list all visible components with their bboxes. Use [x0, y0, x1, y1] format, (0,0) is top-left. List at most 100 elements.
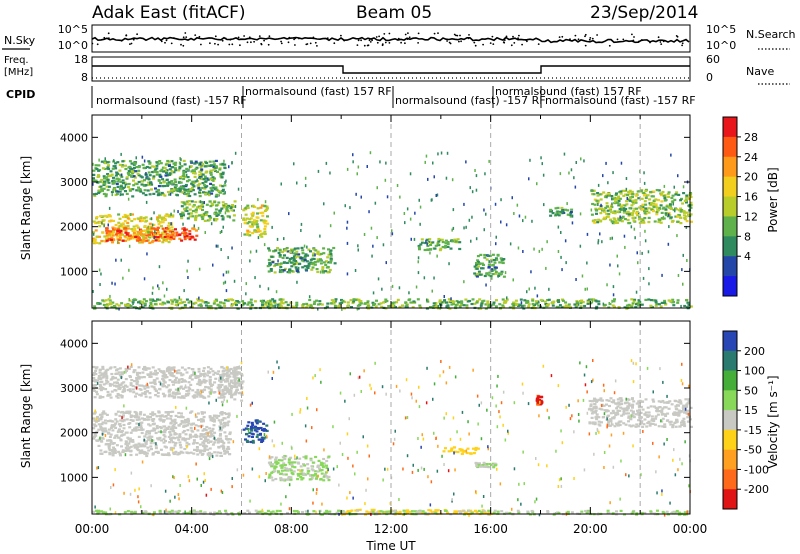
data-cell	[146, 446, 150, 449]
data-cell	[685, 220, 689, 223]
data-cell	[296, 468, 300, 472]
scatter-echo	[597, 239, 600, 243]
data-cell	[593, 221, 597, 224]
data-cell	[167, 227, 171, 230]
data-cell	[206, 178, 210, 181]
noise-dot	[384, 41, 387, 44]
scatter-echo	[677, 174, 679, 178]
data-cell	[165, 214, 169, 218]
data-cell	[272, 250, 276, 253]
data-cell	[259, 426, 263, 430]
frequency-panel: Freq. [MHz] 18 8 60 0 Nave	[4, 53, 790, 85]
data-cell	[419, 243, 423, 246]
scatter-echo	[158, 287, 160, 291]
data-cell	[537, 401, 541, 404]
scatter-echo	[528, 177, 530, 181]
power-time-ticks	[91, 115, 691, 308]
data-cell	[440, 301, 444, 304]
scatter-echo	[303, 244, 306, 248]
data-cell	[686, 420, 690, 423]
data-cell	[121, 160, 125, 163]
data-cell	[129, 414, 133, 417]
data-cell	[118, 367, 122, 370]
data-cell	[165, 239, 168, 242]
scatter-echo	[475, 174, 478, 178]
data-cell	[113, 384, 116, 387]
noise-right-tick-low: 10^0	[706, 39, 736, 52]
data-cell	[195, 442, 199, 445]
scatter-echo	[480, 304, 482, 308]
data-cell	[129, 453, 133, 457]
data-cell	[110, 425, 114, 429]
data-cell	[111, 167, 115, 170]
data-cell	[143, 452, 147, 455]
scatter-echo	[354, 269, 357, 272]
scatter-echo	[635, 290, 638, 294]
station-title: Adak East (fitACF)	[92, 3, 246, 23]
data-cell	[121, 420, 125, 423]
data-cell	[679, 400, 683, 403]
data-cell	[338, 302, 342, 305]
data-cell	[174, 184, 178, 187]
data-cell	[132, 175, 136, 178]
data-cell	[197, 380, 201, 383]
data-cell	[268, 304, 272, 307]
data-cell	[157, 192, 161, 195]
data-cell	[640, 303, 644, 306]
data-cell	[174, 433, 178, 436]
data-cell	[263, 205, 267, 208]
data-cell	[605, 215, 609, 218]
scatter-echo	[254, 276, 256, 280]
scatter-echo	[682, 282, 684, 286]
data-cell	[555, 213, 558, 216]
data-cell	[119, 224, 123, 227]
data-cell	[498, 303, 502, 306]
data-cell	[167, 181, 171, 184]
data-cell	[97, 444, 101, 447]
data-cell	[632, 219, 636, 222]
scatter-echo	[344, 204, 346, 208]
noise-dot	[103, 36, 106, 39]
data-cell	[366, 303, 370, 306]
scatter-echo	[188, 165, 191, 169]
data-cell	[664, 214, 668, 217]
data-cell	[638, 401, 641, 404]
data-cell	[200, 213, 204, 216]
data-cell	[142, 229, 146, 232]
scatter-echo	[433, 276, 435, 280]
data-cell	[174, 376, 178, 379]
data-cell	[110, 306, 114, 309]
data-cell	[220, 207, 224, 210]
scatter-echo	[565, 261, 567, 265]
data-cell	[172, 162, 176, 165]
data-cell	[108, 384, 112, 387]
data-cell	[284, 249, 288, 252]
data-cell	[164, 415, 168, 418]
scatter-echo	[229, 215, 231, 219]
data-cell	[137, 169, 141, 172]
data-cell	[634, 194, 638, 197]
data-cell	[502, 275, 506, 278]
data-cell	[625, 409, 629, 412]
data-cell	[202, 191, 205, 194]
noise-dot	[333, 42, 336, 45]
data-cell	[689, 305, 693, 308]
data-cell	[190, 368, 194, 371]
nsearch-label: N.Search	[746, 28, 796, 41]
data-cell	[487, 304, 491, 307]
data-cell	[165, 417, 169, 420]
data-cell	[248, 225, 252, 228]
data-cell	[220, 454, 223, 457]
data-cell	[174, 442, 177, 445]
data-cell	[133, 162, 137, 165]
data-cell	[511, 305, 515, 309]
data-cell	[181, 227, 185, 230]
scatter-echo	[99, 283, 101, 286]
scatter-echo	[557, 225, 560, 229]
data-cell	[321, 268, 325, 271]
data-cell	[354, 298, 358, 302]
data-cell	[301, 472, 305, 475]
data-cell	[131, 440, 135, 443]
data-cell	[232, 209, 235, 212]
data-cell	[494, 257, 498, 260]
